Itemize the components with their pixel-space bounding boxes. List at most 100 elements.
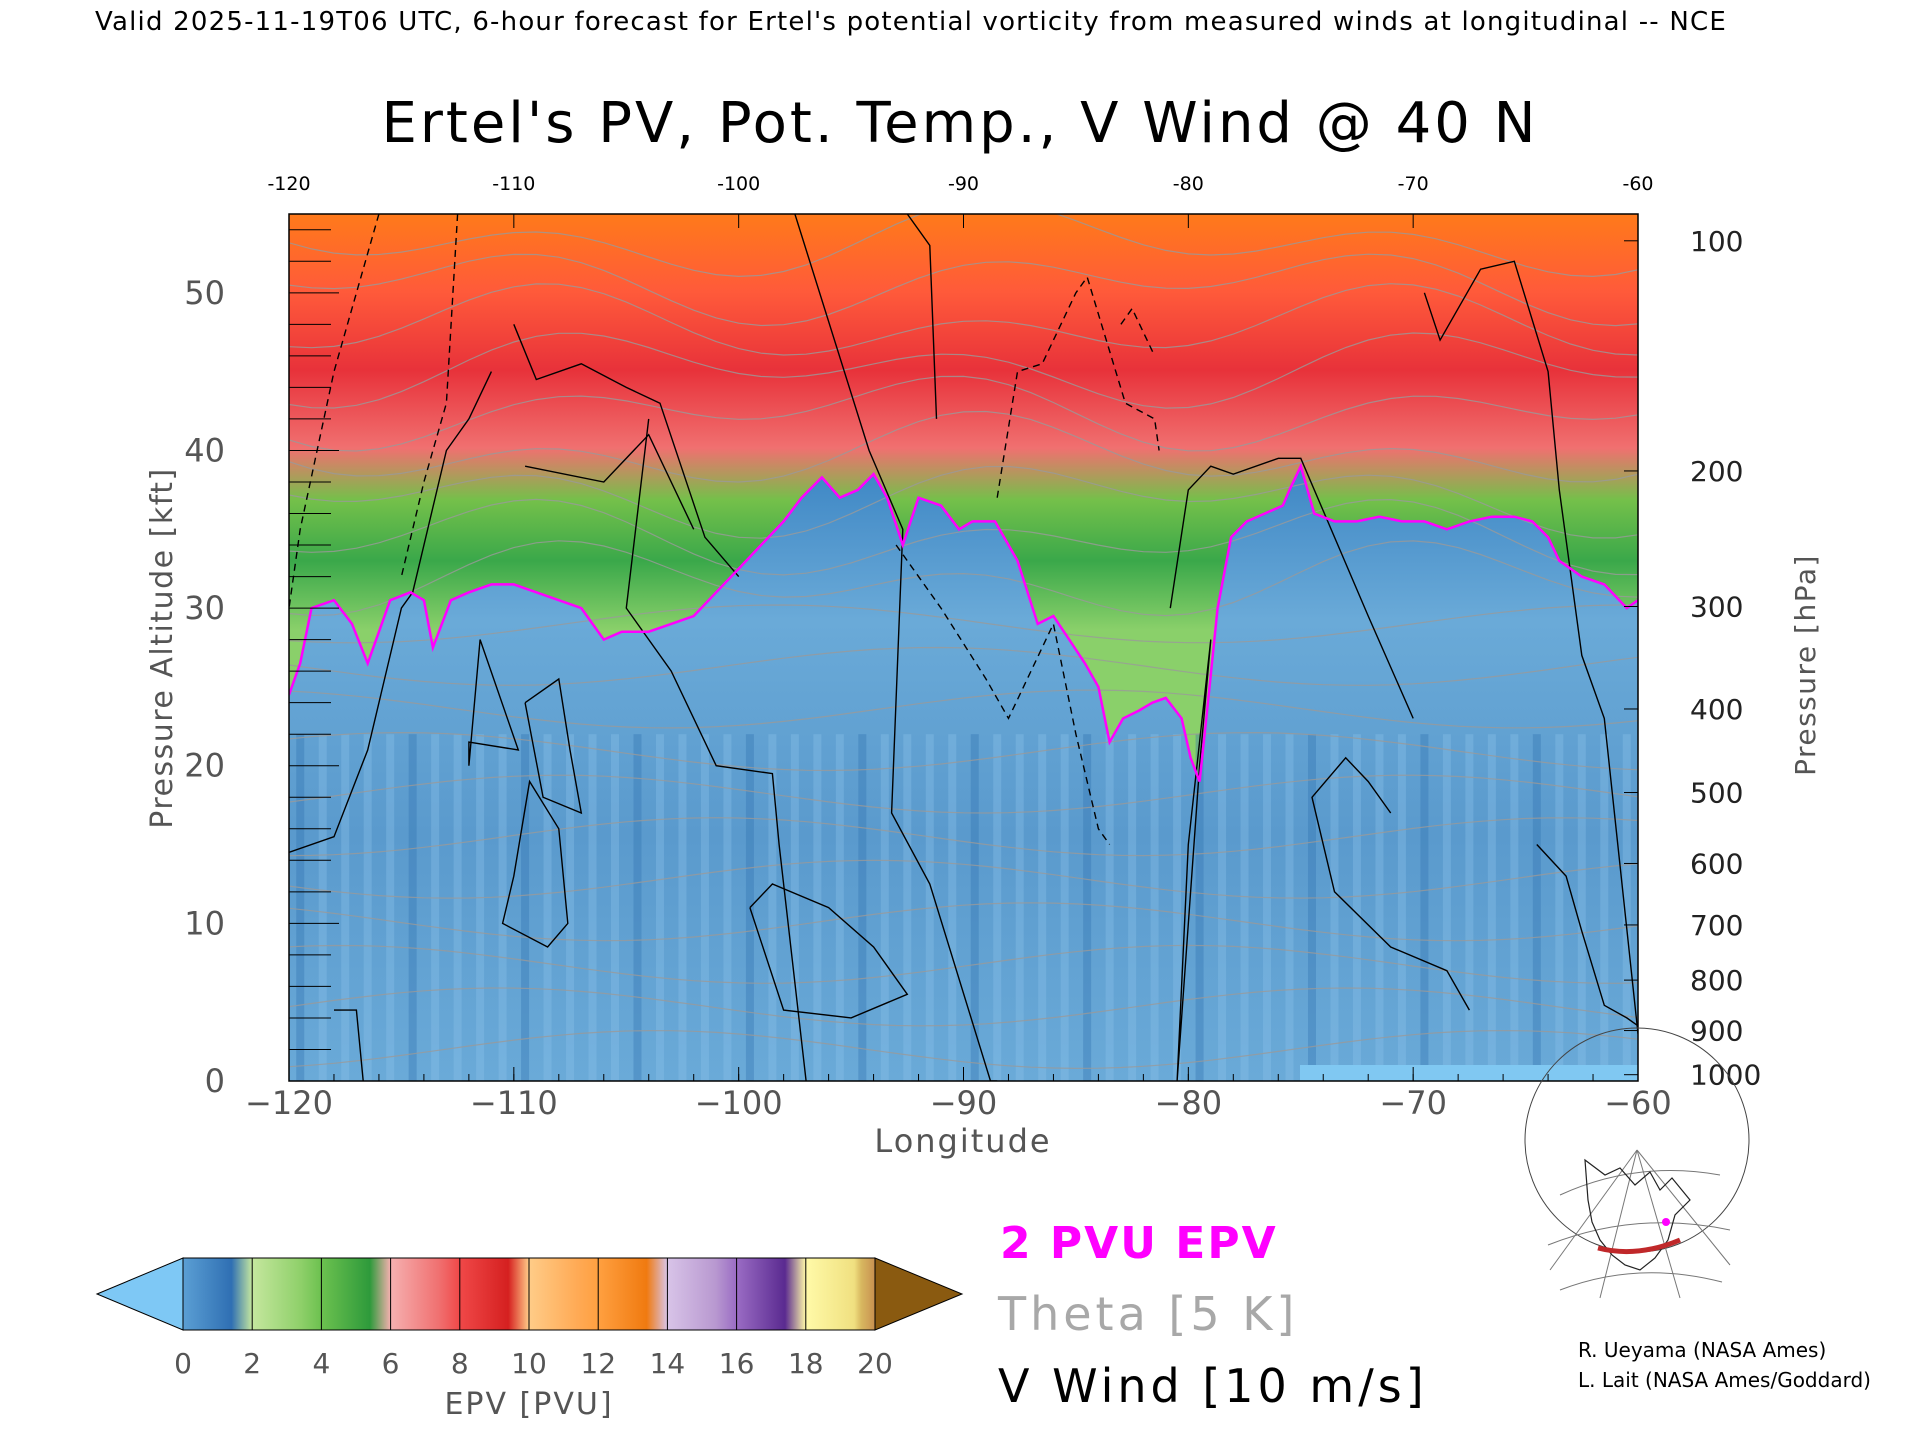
colorbar: 0 2 4 6 8 10 12 14 16 18 20 EPV [PVU] bbox=[95, 1257, 964, 1422]
colorbar-tick-label: 0 bbox=[174, 1347, 192, 1380]
epv-streak bbox=[318, 734, 327, 1081]
legend-2pvu: 2 PVU EPV bbox=[1000, 1218, 1278, 1269]
v-wind-zero-contour bbox=[1176, 639, 1212, 1081]
epv-streak bbox=[1218, 734, 1227, 1081]
colorbar-tick-label: 14 bbox=[650, 1347, 686, 1380]
epv-streak bbox=[611, 734, 620, 1081]
x-tick-label: −120 bbox=[245, 1084, 333, 1122]
epv-streak bbox=[1083, 734, 1092, 1081]
epv-streak bbox=[386, 734, 395, 1081]
v-wind-negative-contour bbox=[1120, 307, 1156, 357]
top-x-axis: -120 -110 -100 -90 -80 -70 -60 bbox=[267, 173, 1654, 228]
top-x-tick-label: -70 bbox=[1398, 173, 1429, 195]
epv-streak bbox=[566, 734, 575, 1081]
v-wind-negative-contour bbox=[400, 214, 459, 577]
epv-streak bbox=[1150, 734, 1159, 1081]
theta-contour-line bbox=[289, 465, 1638, 539]
epv-streak bbox=[678, 734, 687, 1081]
epv-streak bbox=[790, 734, 799, 1081]
colorbar-tick-label: 6 bbox=[382, 1347, 400, 1380]
epv-streak bbox=[633, 734, 642, 1081]
epv-streak bbox=[1352, 734, 1361, 1081]
epv-streak bbox=[813, 734, 822, 1081]
pressure-tick-label: 1000 bbox=[1690, 1059, 1761, 1092]
y-axis: 0 10 20 30 40 50 bbox=[184, 229, 339, 1100]
epv-streak bbox=[1397, 734, 1406, 1081]
theta-contour-line bbox=[289, 689, 1638, 729]
y-tick-label: 30 bbox=[184, 589, 225, 627]
colorbar-over-arrow bbox=[874, 1257, 964, 1331]
v-wind-zero-contour bbox=[749, 883, 909, 1019]
x-tick-label: −60 bbox=[1604, 1084, 1672, 1122]
epv-streak bbox=[1240, 734, 1249, 1081]
epv-streak bbox=[970, 734, 979, 1081]
colorbar-tick-label: 12 bbox=[580, 1347, 616, 1380]
epv-streak bbox=[858, 734, 867, 1081]
credit-line-1: R. Ueyama (NASA Ames) bbox=[1578, 1338, 1826, 1362]
epv-streak bbox=[341, 734, 350, 1081]
pressure-tick-label: 600 bbox=[1690, 847, 1743, 880]
epv-streak bbox=[993, 734, 1002, 1081]
theta-contour-line bbox=[289, 410, 1638, 483]
epv-streak bbox=[1532, 734, 1541, 1081]
pressure-axis-label: Pressure [hPa] bbox=[1789, 554, 1822, 776]
tropopause-2pvu-line bbox=[289, 462, 1638, 782]
v-wind-positive-contour bbox=[501, 779, 569, 948]
colorbar-tick-label: 4 bbox=[312, 1347, 330, 1380]
v-wind-zero-contour bbox=[906, 214, 938, 419]
v-wind-zero-contour bbox=[334, 1009, 364, 1081]
epv-streak bbox=[453, 734, 462, 1081]
v-wind-positive-contour bbox=[524, 677, 583, 815]
epv-streak bbox=[521, 734, 530, 1081]
pressure-tick-label: 800 bbox=[1690, 964, 1743, 997]
epv-streak bbox=[1263, 734, 1272, 1081]
colorbar-tick-label: 20 bbox=[857, 1347, 893, 1380]
theta-contour-line bbox=[289, 902, 1638, 942]
theta-contour-line bbox=[289, 1029, 1638, 1070]
theta-contours bbox=[289, 214, 1638, 1070]
top-x-tick-label: -110 bbox=[492, 173, 535, 195]
theta-contour-line bbox=[289, 859, 1638, 899]
epv-troposphere-fill bbox=[289, 466, 1638, 1081]
theta-contour-line bbox=[289, 604, 1638, 644]
epv-streak bbox=[655, 734, 664, 1081]
top-x-tick-label: -120 bbox=[267, 173, 310, 195]
epv-streak bbox=[768, 734, 777, 1081]
colorbar-label: EPV [PVU] bbox=[444, 1387, 613, 1422]
inset-section-line bbox=[1597, 1237, 1681, 1255]
v-wind-negative-contour bbox=[996, 275, 1160, 498]
v-wind-zero-contour bbox=[625, 418, 807, 1081]
x-axis: −120 −110 −100 −90 −80 −70 −60 bbox=[245, 1067, 1672, 1122]
pressure-tick-label: 200 bbox=[1690, 455, 1743, 488]
epv-streak bbox=[835, 734, 844, 1081]
v-wind-zero-contour bbox=[1311, 756, 1471, 1011]
epv-streak bbox=[1015, 734, 1024, 1081]
credit-line-2: L. Lait (NASA Ames/Goddard) bbox=[1578, 1368, 1871, 1392]
v-wind-zero-contour bbox=[1423, 260, 1638, 1034]
y-tick-label: 50 bbox=[184, 274, 225, 312]
y-tick-label: 10 bbox=[184, 904, 225, 942]
valid-caption: Valid 2025-11-19T06 UTC, 6-hour forecast… bbox=[95, 7, 1727, 37]
inset-marker bbox=[1662, 1218, 1670, 1226]
v-wind-zero-contour bbox=[794, 214, 998, 1081]
epv-streak bbox=[903, 734, 912, 1081]
epv-streak bbox=[700, 734, 709, 1081]
epv-streak bbox=[498, 734, 507, 1081]
colorbar-tick-label: 2 bbox=[243, 1347, 261, 1380]
theta-contour-line bbox=[289, 253, 1638, 327]
epv-streak bbox=[476, 734, 485, 1081]
v-wind-zero-contour bbox=[1536, 844, 1638, 1027]
theta-contour-line bbox=[289, 944, 1638, 984]
epv-streak bbox=[1038, 734, 1047, 1081]
epv-streak bbox=[1487, 734, 1496, 1081]
epv-streak bbox=[1195, 734, 1204, 1081]
chart-title: Ertel's PV, Pot. Temp., V Wind @ 40 N bbox=[381, 91, 1538, 156]
v-wind-zero-contour bbox=[524, 433, 695, 530]
epv-streak bbox=[1510, 734, 1519, 1081]
top-x-tick-label: -80 bbox=[1173, 173, 1204, 195]
epv-streak bbox=[1173, 734, 1182, 1081]
epv-streak bbox=[1420, 734, 1429, 1081]
legend-v-wind: V Wind [10 m/s] bbox=[998, 1359, 1428, 1413]
epv-streak bbox=[1622, 734, 1631, 1081]
